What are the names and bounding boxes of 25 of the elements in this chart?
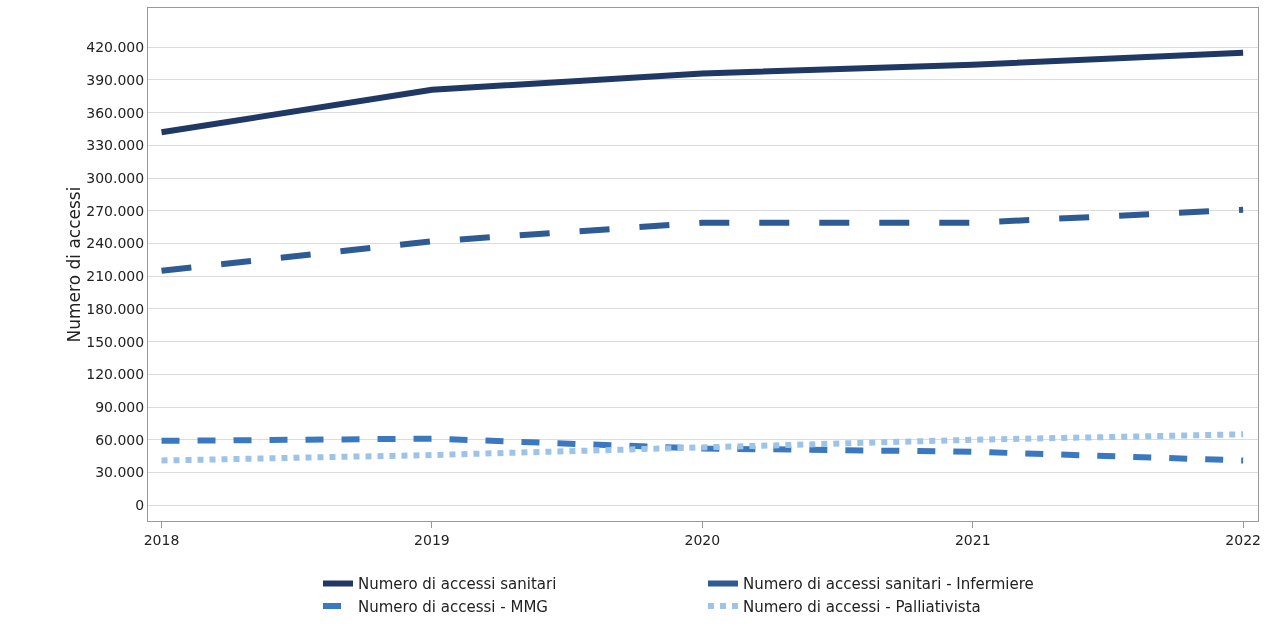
- legend-label: Numero di accessi sanitari: [358, 575, 557, 594]
- legend-label: Numero di accessi - MMG: [358, 597, 548, 616]
- y-tick-label: 330.000: [86, 137, 145, 154]
- y-tick-label: 120.000: [86, 366, 145, 383]
- y-tick-label: 270.000: [86, 202, 145, 219]
- y-tick-label: 30.000: [95, 464, 145, 481]
- y-tick-label: 90.000: [95, 398, 145, 415]
- x-tick-label: 2022: [1225, 531, 1261, 548]
- y-tick-label: 210.000: [86, 268, 145, 285]
- y-tick-label: 240.000: [86, 235, 145, 252]
- legend-label: Numero di accessi sanitari - Infermiere: [743, 575, 1034, 594]
- x-tick-label: 2021: [954, 531, 991, 548]
- legend-label: Numero di accessi - Palliativista: [743, 597, 981, 616]
- x-tick-label: 2019: [414, 531, 450, 548]
- y-tick-label: 0: [135, 497, 145, 514]
- y-tick-label: 300.000: [86, 169, 145, 186]
- y-tick-label: 150.000: [86, 333, 145, 350]
- y-tick-label: 360.000: [86, 104, 145, 121]
- y-tick-label: 420.000: [86, 39, 145, 56]
- y-tick-label: 390.000: [86, 71, 145, 88]
- x-tick-label: 2018: [143, 531, 180, 548]
- y-tick-label: 180.000: [86, 300, 145, 317]
- y-tick-label: 60.000: [95, 431, 145, 448]
- y-axis-title: Numero di accessi: [64, 186, 85, 343]
- x-tick-label: 2020: [684, 531, 721, 548]
